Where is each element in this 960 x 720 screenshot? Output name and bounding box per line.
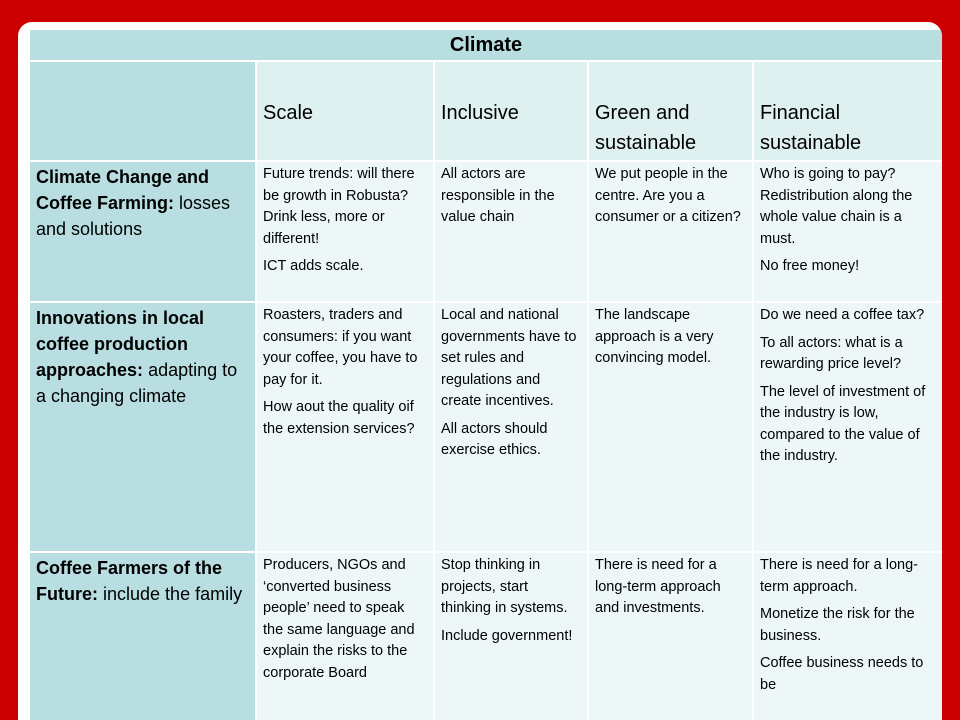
cell-paragraph: We put people in the centre. Are you a c…: [595, 166, 741, 225]
cell-paragraph: The level of investment of the industry …: [760, 383, 926, 465]
table-cell: There is need for a long-term approach a…: [587, 551, 754, 720]
corner-cell: [28, 60, 257, 162]
table-cell: Stop thinking in projects, start thinkin…: [433, 551, 589, 720]
cell-paragraph: How aout the quality oif the extension s…: [263, 399, 415, 437]
cell-paragraph: All actors are responsible in the value …: [441, 166, 555, 225]
table-cell: Local and national governments have to s…: [433, 301, 589, 553]
table-row: Innovations in local coffee production a…: [28, 301, 942, 553]
cell-paragraph: There is need for a long-term approach.: [760, 557, 918, 595]
table-row: Coffee Farmers of the Future: include th…: [28, 551, 942, 720]
table-cell: Future trends: will there be growth in R…: [255, 160, 435, 303]
row-header: Climate Change and Coffee Farming: losse…: [28, 160, 257, 303]
cell-paragraph: Coffee business needs to be: [760, 655, 924, 693]
cell-paragraph: Future trends: will there be growth in R…: [263, 166, 415, 247]
row-heading-bold: Climate Change and Coffee Farming:: [36, 167, 210, 213]
column-header: Scale: [255, 60, 435, 162]
table-row: Climate Change and Coffee Farming: losse…: [28, 160, 942, 303]
row-header: Coffee Farmers of the Future: include th…: [28, 551, 257, 720]
column-header: Green and sustainable: [587, 60, 754, 162]
cell-paragraph: ICT adds scale.: [263, 258, 364, 274]
row-header: Innovations in local coffee production a…: [28, 301, 257, 553]
row-heading-bold: Coffee Farmers of the Future:: [36, 558, 223, 604]
table-cell: We put people in the centre. Are you a c…: [587, 160, 754, 303]
cell-paragraph: There is need for a long-term approach a…: [595, 557, 721, 616]
row-heading-rest: include the family: [103, 584, 243, 604]
row-heading-rest: adapting to a changing climate: [36, 360, 238, 406]
cell-paragraph: No free money!: [760, 258, 860, 274]
cell-paragraph: Local and national governments have to s…: [441, 307, 577, 409]
cell-paragraph: Roasters, traders and consumers: if you …: [263, 307, 418, 388]
table-cell: Do we need a coffee tax? To all actors: w…: [751, 301, 942, 553]
cell-paragraph: All actors should exercise ethics.: [441, 420, 548, 459]
cell-paragraph: Monetize the risk for the business.: [760, 606, 915, 644]
cell-paragraph: To all actors: what is a rewarding price…: [760, 334, 903, 373]
table: Climate Scale Inclusive Green and sustainab…: [27, 28, 942, 720]
row-heading-bold: Innovations in local coffee production a…: [36, 308, 205, 380]
cell-paragraph: Who is going to pay? Redistribution alon…: [760, 166, 913, 247]
cell-paragraph: Producers, NGOs and ‘converted business …: [263, 557, 415, 681]
column-header: Financial sustainable: [751, 60, 942, 162]
table-cell: Producers, NGOs and ‘converted business …: [255, 551, 435, 720]
row-heading-rest: losses and solutions: [36, 193, 231, 239]
cell-paragraph: Do we need a coffee tax?: [760, 307, 925, 323]
table-cell: There is need for a long-term approach. M…: [751, 551, 942, 720]
table-title: Climate: [27, 28, 942, 62]
table-cell: Roasters, traders and consumers: if you …: [255, 301, 435, 553]
table-cell: The landscape approach is a very convinc…: [587, 301, 754, 553]
cell-paragraph: Include government!: [441, 627, 573, 644]
panel: Climate Scale Inclusive Green and sustainab…: [18, 22, 942, 720]
table-cell: Who is going to pay? Redistribution alon…: [751, 160, 942, 303]
cell-paragraph: The landscape approach is a very convinc…: [595, 307, 714, 366]
cell-paragraph: Stop thinking in projects, start thinkin…: [441, 557, 568, 616]
title-row: Climate: [27, 28, 942, 62]
table-cell: All actors are responsible in the value …: [433, 160, 589, 303]
column-header: Inclusive: [433, 60, 589, 162]
header-row: Scale Inclusive Green and sustainable Finan…: [28, 60, 942, 162]
